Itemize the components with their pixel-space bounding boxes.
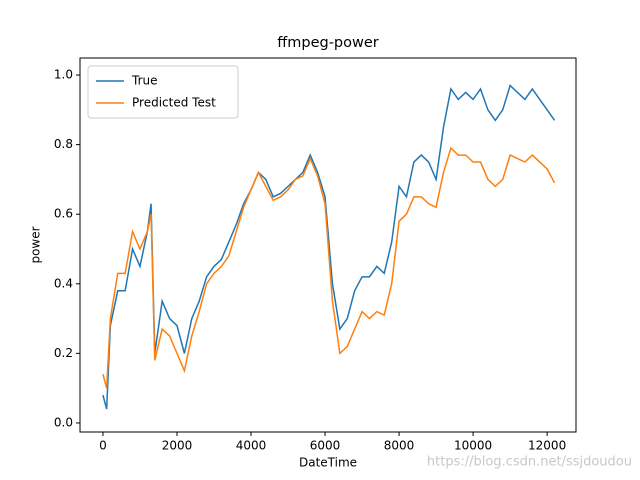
x-tick-label: 4000 bbox=[236, 439, 267, 453]
y-tick-label: 0.4 bbox=[54, 276, 73, 290]
x-axis-label: DateTime bbox=[299, 456, 357, 470]
x-tick-label: 12000 bbox=[528, 439, 566, 453]
y-tick-label: 0.0 bbox=[54, 415, 73, 429]
chart-title: ffmpeg-power bbox=[277, 35, 379, 51]
x-tick-label: 0 bbox=[99, 439, 107, 453]
legend-label: Predicted Test bbox=[132, 96, 216, 110]
y-tick-label: 0.2 bbox=[54, 346, 73, 360]
y-tick-label: 0.8 bbox=[54, 137, 73, 151]
y-tick-label: 1.0 bbox=[54, 68, 73, 82]
watermark: https://blog.csdn.net/ssjdoudou bbox=[427, 455, 632, 470]
x-tick-label: 8000 bbox=[384, 439, 415, 453]
x-tick-label: 10000 bbox=[454, 439, 492, 453]
series-line bbox=[102, 84, 556, 410]
x-tick-label: 2000 bbox=[162, 439, 193, 453]
legend-label: True bbox=[131, 74, 158, 88]
plot-frame bbox=[79, 57, 577, 433]
legend-box bbox=[87, 65, 239, 119]
y-axis-label: power bbox=[29, 226, 43, 263]
x-tick-label: 6000 bbox=[310, 439, 341, 453]
series-line bbox=[102, 146, 556, 389]
y-tick-label: 0.6 bbox=[54, 207, 73, 221]
